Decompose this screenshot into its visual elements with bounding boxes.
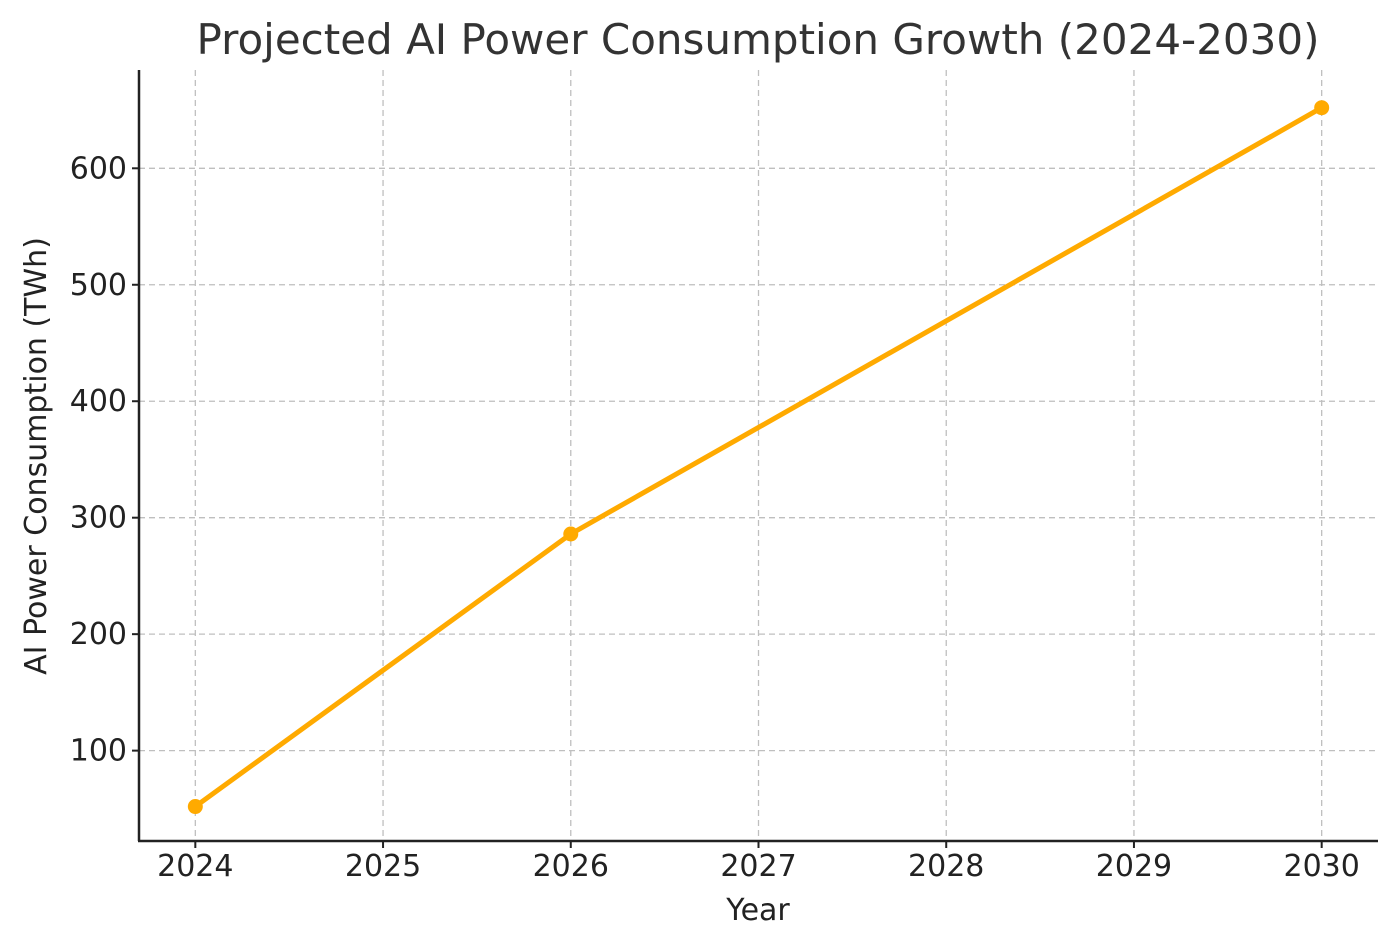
y-tick-label: 200	[70, 617, 127, 652]
series-group	[187, 100, 1330, 815]
y-axis-label: AI Power Consumption (TWh)	[19, 237, 54, 675]
data-point	[563, 526, 579, 542]
data-point	[1314, 100, 1330, 116]
x-tick-label: 2030	[1284, 849, 1360, 884]
x-tick-label: 2024	[157, 849, 233, 884]
y-tick-label: 600	[70, 151, 127, 186]
x-tick-label: 2026	[533, 849, 609, 884]
y-tick-label: 500	[70, 268, 127, 303]
y-tick-label: 100	[70, 734, 127, 769]
x-tick-label: 2029	[1096, 849, 1172, 884]
data-point	[187, 799, 203, 815]
x-tick-label: 2027	[720, 849, 796, 884]
y-tick-label: 400	[70, 384, 127, 419]
x-axis-ticks: 2024 2025 2026 2027 2028 2029 2030	[157, 841, 1360, 884]
x-tick-label: 2028	[908, 849, 984, 884]
x-axis-label: Year	[725, 893, 790, 928]
y-axis-ticks: 100 200 300 400 500 600	[70, 151, 139, 769]
grid-lines	[139, 70, 1378, 841]
x-tick-label: 2025	[345, 849, 421, 884]
chart-title: Projected AI Power Consumption Growth (2…	[197, 15, 1320, 64]
y-tick-label: 300	[70, 501, 127, 536]
